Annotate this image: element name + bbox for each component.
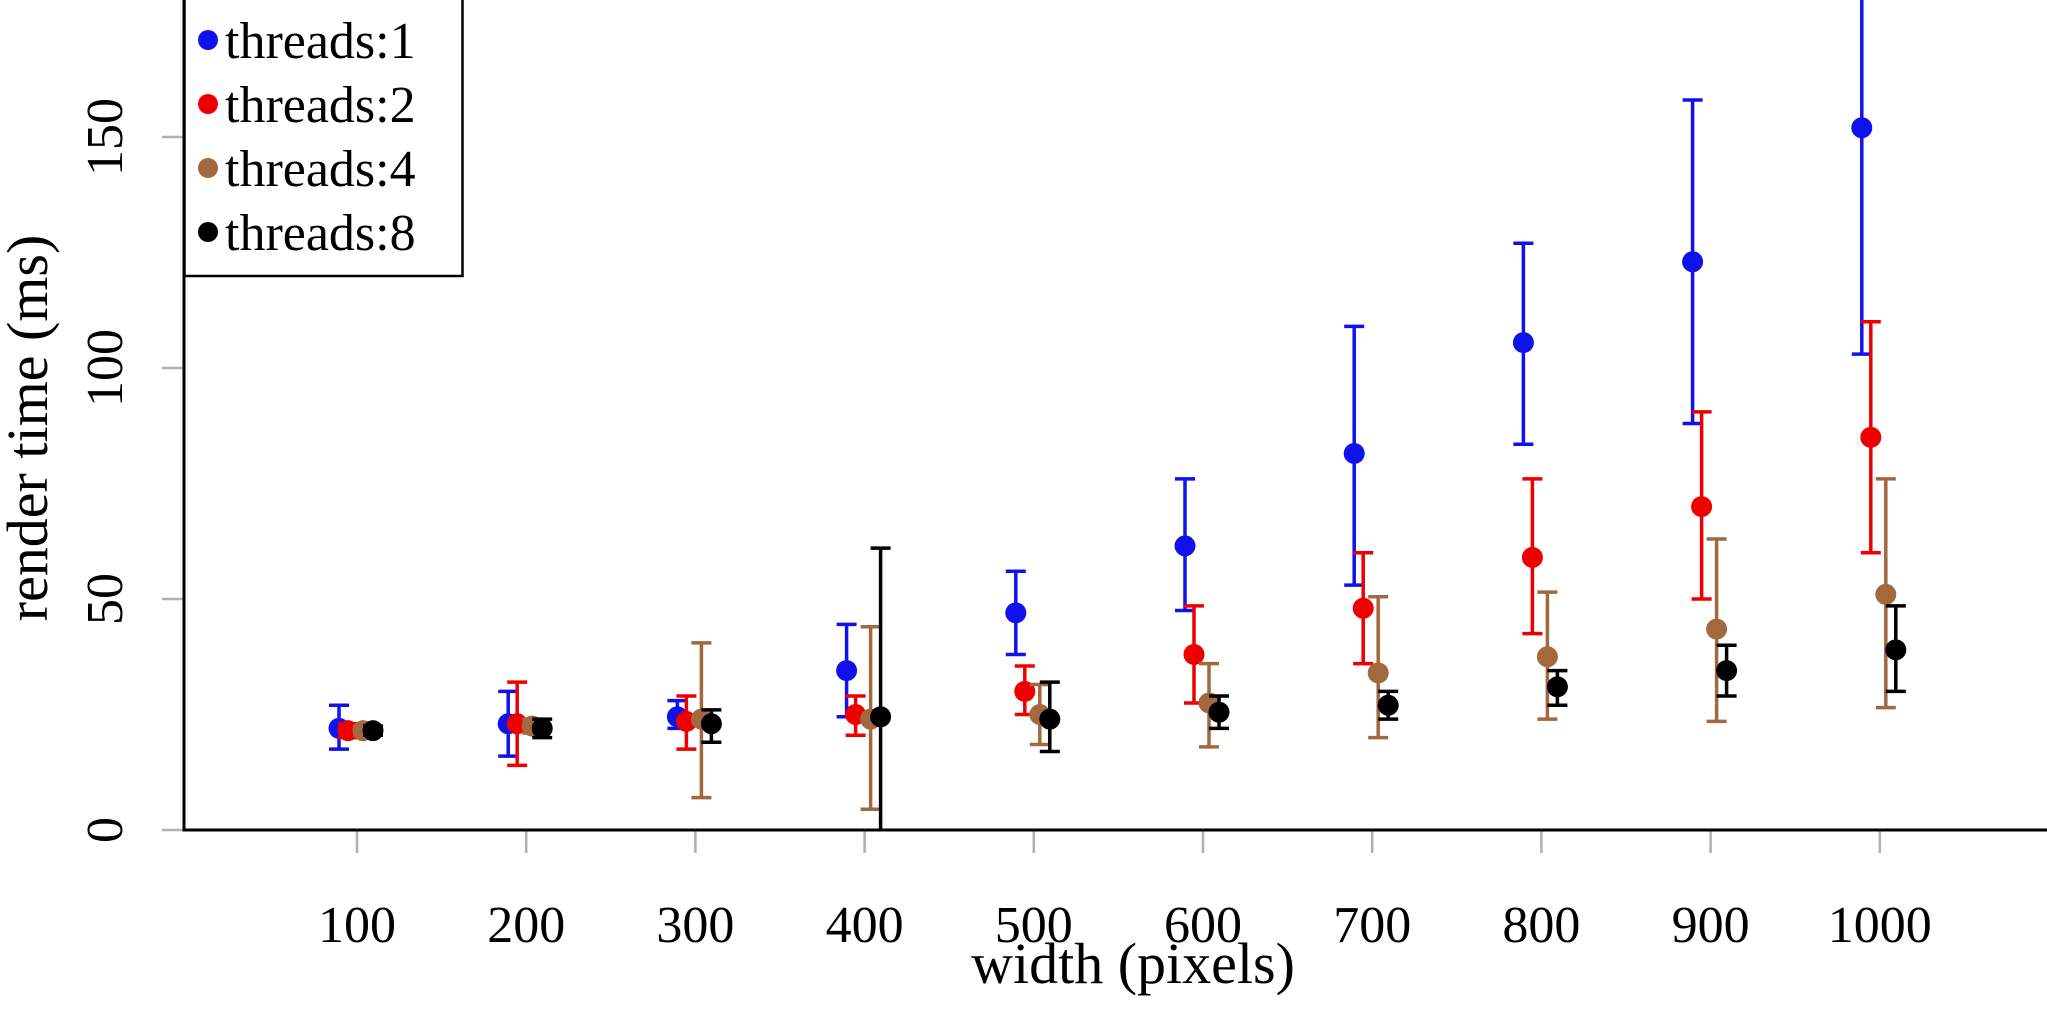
legend: threads:1 threads:2 threads:4 threads:8 — [183, 0, 464, 278]
legend-box — [183, 0, 464, 278]
legend-label: threads:1 — [225, 13, 416, 70]
axes: 100 200 300 400 500 600 700 800 900 1000 0 50 100 150 — [77, 0, 2047, 954]
series-threads-4 — [352, 477, 1897, 811]
y-tick-label: 0 — [77, 817, 134, 843]
data-point — [1512, 332, 1534, 354]
data-point — [1183, 643, 1205, 665]
data-point — [1885, 639, 1907, 661]
y-tick-label: 50 — [77, 573, 134, 625]
legend-marker-threads-4 — [198, 158, 218, 178]
x-tick-label: 1000 — [1828, 897, 1932, 954]
data-point — [1039, 708, 1061, 730]
x-tick-label: 600 — [1164, 897, 1242, 954]
x-tick-label: 200 — [487, 897, 565, 954]
x-tick-label: 900 — [1672, 897, 1750, 954]
data-point — [1367, 662, 1389, 684]
data-point — [1716, 660, 1738, 682]
y-tick-label: 100 — [77, 329, 134, 407]
data-point — [1536, 646, 1558, 668]
data-point — [700, 713, 722, 735]
y-axis-label: render time (ms) — [0, 235, 60, 622]
series-threads-1 — [328, 0, 1873, 758]
x-axis-label: width (pixels) — [971, 931, 1295, 996]
data-point — [531, 717, 553, 739]
legend-label: threads:4 — [225, 141, 416, 198]
y-tick-label: 150 — [77, 98, 134, 176]
data-point — [1860, 426, 1882, 448]
series-threads-8 — [362, 546, 1907, 830]
x-tick-label: 700 — [1333, 897, 1411, 954]
data-point — [1377, 694, 1399, 716]
data-point — [1005, 602, 1027, 624]
legend-label: threads:2 — [225, 77, 416, 134]
legend-marker-threads-2 — [198, 94, 218, 114]
data-point — [836, 660, 858, 682]
x-tick-label: 300 — [656, 897, 734, 954]
series-threads-2 — [337, 320, 1882, 768]
legend-label: threads:8 — [225, 205, 416, 262]
data-point — [1174, 535, 1196, 557]
data-point — [1521, 546, 1543, 568]
data-point — [1208, 701, 1230, 723]
legend-marker-threads-8 — [198, 222, 218, 242]
data-point — [1691, 496, 1713, 518]
x-tick-label: 800 — [1502, 897, 1580, 954]
x-tick-label: 100 — [318, 897, 396, 954]
data-point — [1706, 618, 1728, 640]
data-point — [362, 720, 384, 742]
data-point — [1875, 583, 1897, 605]
data-point — [870, 706, 892, 728]
data-point — [1851, 117, 1873, 139]
x-tick-label: 500 — [995, 897, 1073, 954]
legend-marker-threads-1 — [198, 30, 218, 50]
data-point — [1682, 251, 1704, 273]
data-point — [1546, 676, 1568, 698]
x-tick-label: 400 — [826, 897, 904, 954]
data-point — [1352, 597, 1374, 619]
data-series — [328, 0, 1907, 830]
data-point — [1343, 442, 1365, 464]
